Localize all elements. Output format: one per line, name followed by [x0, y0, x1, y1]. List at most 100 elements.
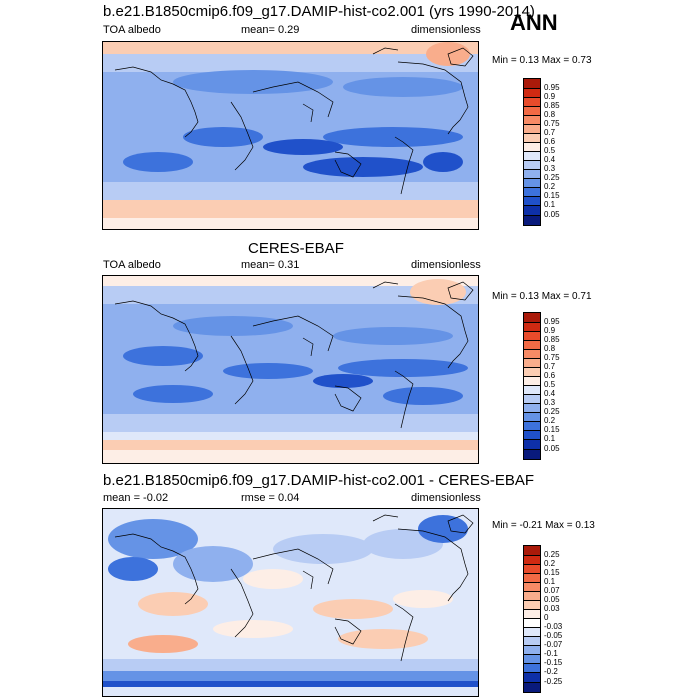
colorbar-tick-label: 0.15: [544, 191, 560, 200]
colorbar-tick-label: 0.6: [544, 371, 556, 380]
colorbar-segment: [524, 555, 540, 564]
panel2-minmax: Min = 0.13 Max = 0.71: [492, 291, 592, 302]
panel2-variable-label: TOA albedo: [103, 259, 161, 271]
colorbar-segment: [524, 205, 540, 215]
colorbar-tick-label: 0.85: [544, 335, 560, 344]
colorbar-segment: [524, 358, 540, 367]
colorbar-tick-label: 0.2: [544, 182, 556, 191]
panel1-title: b.e21.B1850cmip6.f09_g17.DAMIP-hist-co2.…: [103, 3, 535, 20]
colorbar-tick-label: 0.3: [544, 164, 556, 173]
colorbar-segment: [524, 618, 540, 627]
colorbar-segment: [524, 421, 540, 430]
colorbar-segment: [524, 331, 540, 340]
colorbar-segment: [524, 187, 540, 196]
colorbar-tick-label: 0.75: [544, 353, 560, 362]
colorbar-segment: [524, 439, 540, 449]
panel2-observed-albedo-map: [102, 275, 479, 464]
panel3-minmax: Min = -0.21 Max = 0.13: [492, 520, 595, 531]
colorbar-segment: [524, 322, 540, 331]
colorbar-tick-label: 0.4: [544, 155, 556, 164]
colorbar-segment: [524, 645, 540, 654]
colorbar-tick-label: 0.95: [544, 317, 560, 326]
colorbar-tick-label: 0.9: [544, 326, 556, 335]
colorbar-segment: [524, 430, 540, 439]
panel1-model-albedo-map: [102, 41, 479, 230]
colorbar-tick-label: 0.25: [544, 550, 560, 559]
colorbar-tick-label: 0.07: [544, 586, 560, 595]
colorbar-segment: [524, 349, 540, 358]
colorbar-segment: [524, 142, 540, 151]
colorbar-tick-label: -0.15: [544, 658, 563, 667]
colorbar-segment: [524, 340, 540, 349]
colorbar-tick-label: 0.15: [544, 568, 560, 577]
panel3-colorbar: 0.25 0.2 0.15 0.1 0.07 0.05 0.03 0 -0.03…: [523, 545, 562, 693]
colorbar-segment: [524, 573, 540, 582]
colorbar-segment: [524, 313, 540, 322]
colorbar-segment: [524, 564, 540, 573]
colorbar-tick-label: 0.8: [544, 344, 556, 353]
colorbar-tick-label: 0.6: [544, 137, 556, 146]
colorbar-segment: [524, 385, 540, 394]
colorbar-segment: [524, 215, 540, 225]
colorbar-segment: [524, 178, 540, 187]
colorbar-tick-label: 0.05: [544, 595, 560, 604]
panel1-units-label: dimensionless: [411, 24, 481, 36]
colorbar-tick-label: 0.7: [544, 128, 556, 137]
panel1-colorbar: 0.95 0.9 0.85 0.8 0.75 0.7 0.6 0.5 0.4 0…: [523, 78, 560, 226]
colorbar-segment: [524, 672, 540, 682]
colorbar-tick-label: -0.03: [544, 622, 563, 631]
colorbar-tick-label: 0.05: [544, 444, 560, 453]
colorbar-tick-label: 0.7: [544, 362, 556, 371]
colorbar-segment: [524, 600, 540, 609]
colorbar-segment: [524, 79, 540, 88]
colorbar-segment: [524, 160, 540, 169]
season-label: ANN: [510, 10, 558, 35]
colorbar-segment: [524, 106, 540, 115]
colorbar-segment: [524, 367, 540, 376]
panel3-rmse-label: rmse = 0.04: [241, 492, 300, 504]
panel1-variable-label: TOA albedo: [103, 24, 161, 36]
panel2-units-label: dimensionless: [411, 259, 481, 271]
colorbar-tick-label: -0.07: [544, 640, 563, 649]
panel3-units-label: dimensionless: [411, 492, 481, 504]
colorbar-tick-label: -0.1: [544, 649, 558, 658]
panel3-title: b.e21.B1850cmip6.f09_g17.DAMIP-hist-co2.…: [103, 472, 535, 489]
panel1-minmax: Min = 0.13 Max = 0.73: [492, 55, 592, 66]
colorbar-segment: [524, 663, 540, 672]
colorbar-tick-label: 0.2: [544, 559, 556, 568]
colorbar-segment: [524, 88, 540, 97]
colorbar-tick-label: -0.2: [544, 667, 558, 676]
colorbar-segment: [524, 169, 540, 178]
colorbar-tick-label: -0.05: [544, 631, 563, 640]
panel3-difference-map: [102, 508, 479, 697]
colorbar-tick-label: -0.25: [544, 677, 563, 686]
colorbar-segment: [524, 151, 540, 160]
colorbar-tick-label: 0.75: [544, 119, 560, 128]
colorbar-tick-label: 0.5: [544, 146, 556, 155]
colorbar-segment: [524, 546, 540, 555]
colorbar-tick-label: 0.1: [544, 200, 556, 209]
colorbar-segment: [524, 376, 540, 385]
colorbar-segment: [524, 115, 540, 124]
colorbar-segment: [524, 682, 540, 692]
colorbar-segment: [524, 133, 540, 142]
colorbar-tick-label: 0.95: [544, 83, 560, 92]
colorbar-segment: [524, 591, 540, 600]
colorbar-segment: [524, 394, 540, 403]
colorbar-tick-label: 0.4: [544, 389, 556, 398]
colorbar-segment: [524, 627, 540, 636]
panel1-mean-label: mean= 0.29: [241, 24, 300, 36]
colorbar-segment: [524, 654, 540, 663]
colorbar-segment: [524, 124, 540, 133]
panel2-title: CERES-EBAF: [248, 240, 344, 257]
colorbar-tick-label: 0.8: [544, 110, 556, 119]
colorbar-segment: [524, 609, 540, 618]
colorbar-segment: [524, 636, 540, 645]
colorbar-tick-label: 0.1: [544, 577, 556, 586]
colorbar-tick-label: 0.03: [544, 604, 560, 613]
panel2-mean-label: mean= 0.31: [241, 259, 300, 271]
colorbar-segment: [524, 412, 540, 421]
colorbar-tick-label: 0.05: [544, 210, 560, 219]
colorbar-tick-label: 0.9: [544, 92, 556, 101]
colorbar-segment: [524, 449, 540, 459]
